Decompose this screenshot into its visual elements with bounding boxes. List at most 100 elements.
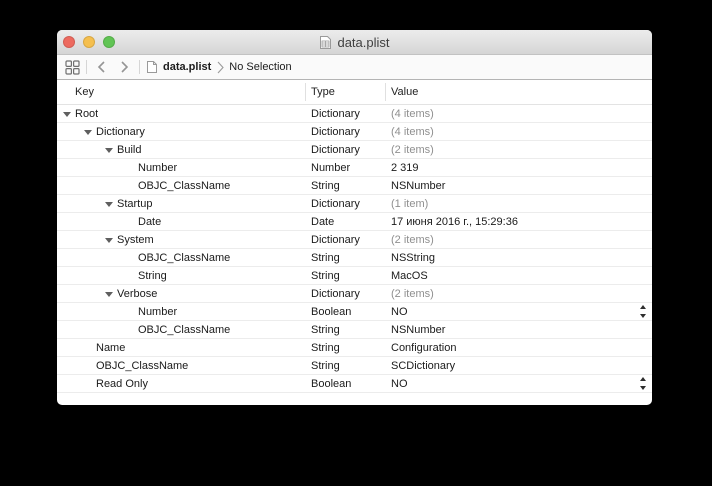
key-cell: Number <box>57 162 177 174</box>
key-cell: OBJC_ClassName <box>57 252 230 264</box>
value-cell[interactable]: MacOS <box>391 269 428 282</box>
type-cell[interactable]: Date <box>311 215 335 228</box>
type-cell[interactable]: Number <box>311 161 351 174</box>
key-cell: Startup <box>57 198 152 210</box>
jump-bar-divider <box>86 60 87 74</box>
type-cell[interactable]: Dictionary <box>311 143 360 156</box>
table-row[interactable]: Build Dictionary (2 items) <box>57 141 652 159</box>
table-row[interactable]: Read Only Boolean NO <box>57 375 652 393</box>
plist-document-icon <box>319 35 332 50</box>
value-cell[interactable]: (1 item) <box>391 197 429 210</box>
close-button[interactable] <box>63 36 75 48</box>
key-cell: Verbose <box>57 288 157 300</box>
table-row[interactable]: String String MacOS <box>57 267 652 285</box>
related-items-icon[interactable] <box>65 59 80 75</box>
table-row[interactable]: Number Number 2 319 <box>57 159 652 177</box>
key-cell: Root <box>57 108 98 120</box>
type-cell[interactable]: Dictionary <box>311 233 360 246</box>
table-row[interactable]: Verbose Dictionary (2 items) <box>57 285 652 303</box>
key-cell: Name <box>57 342 125 354</box>
column-divider[interactable] <box>305 83 306 101</box>
boolean-stepper[interactable] <box>639 305 647 318</box>
column-header-value[interactable]: Value <box>391 86 419 98</box>
table-row[interactable]: OBJC_ClassName String NSNumber <box>57 177 652 195</box>
type-cell[interactable]: Boolean <box>311 305 352 318</box>
type-cell[interactable]: Dictionary <box>311 125 360 138</box>
disclosure-triangle-icon[interactable] <box>105 291 117 297</box>
value-cell[interactable]: (4 items) <box>391 125 434 138</box>
table-row[interactable]: Dictionary Dictionary (4 items) <box>57 123 652 141</box>
type-cell[interactable]: String <box>311 323 340 336</box>
type-cell[interactable]: String <box>311 269 340 282</box>
document-icon <box>146 60 158 74</box>
key-label: Build <box>117 143 142 156</box>
table-row[interactable]: OBJC_ClassName String NSNumber <box>57 321 652 339</box>
key-cell: String <box>57 270 167 282</box>
key-cell: OBJC_ClassName <box>57 324 230 336</box>
minimize-button[interactable] <box>83 36 95 48</box>
key-label: Number <box>138 305 178 318</box>
key-cell: Dictionary <box>57 126 145 138</box>
key-label: Root <box>75 107 99 120</box>
disclosure-triangle-icon[interactable] <box>105 201 117 207</box>
title-bar[interactable]: data.plist <box>57 30 652 55</box>
type-cell[interactable]: String <box>311 251 340 264</box>
key-label: Startup <box>117 197 153 210</box>
key-label: System <box>117 233 154 246</box>
value-cell[interactable]: (2 items) <box>391 143 434 156</box>
key-cell: System <box>57 234 154 246</box>
table-row[interactable]: Name String Configuration <box>57 339 652 357</box>
key-label: String <box>138 269 167 282</box>
type-cell[interactable]: Dictionary <box>311 287 360 300</box>
table-row[interactable]: OBJC_ClassName String NSString <box>57 249 652 267</box>
key-cell: OBJC_ClassName <box>57 360 188 372</box>
column-header-type[interactable]: Type <box>311 86 335 98</box>
value-cell[interactable]: (2 items) <box>391 287 434 300</box>
table-row[interactable]: Date Date 17 июня 2016 г., 15:29:36 <box>57 213 652 231</box>
key-cell: Read Only <box>57 378 148 390</box>
breadcrumb-document[interactable]: data.plist <box>163 61 212 73</box>
table-row[interactable]: Root Dictionary (4 items) <box>57 105 652 123</box>
forward-button[interactable] <box>120 61 129 73</box>
value-cell[interactable]: NSString <box>391 251 436 264</box>
type-cell[interactable]: String <box>311 341 340 354</box>
disclosure-triangle-icon[interactable] <box>84 129 96 135</box>
breadcrumb-chevron-icon <box>217 61 225 74</box>
key-label: Read Only <box>96 377 148 390</box>
value-cell[interactable]: Configuration <box>391 341 457 354</box>
table-row[interactable]: Number Boolean NO <box>57 303 652 321</box>
table-row[interactable]: Startup Dictionary (1 item) <box>57 195 652 213</box>
column-header-key[interactable]: Key <box>75 86 94 98</box>
jump-bar-divider <box>139 60 140 74</box>
table-row[interactable]: System Dictionary (2 items) <box>57 231 652 249</box>
breadcrumb-selection[interactable]: No Selection <box>229 61 292 73</box>
zoom-button[interactable] <box>103 36 115 48</box>
value-cell[interactable]: NSNumber <box>391 323 446 336</box>
type-cell[interactable]: String <box>311 179 340 192</box>
type-cell[interactable]: String <box>311 359 340 372</box>
column-divider[interactable] <box>385 83 386 101</box>
type-cell[interactable]: Dictionary <box>311 107 360 120</box>
boolean-stepper[interactable] <box>639 377 647 390</box>
key-label: OBJC_ClassName <box>138 323 231 336</box>
table-row[interactable]: OBJC_ClassName String SCDictionary <box>57 357 652 375</box>
plist-table-body: Root Dictionary (4 items) Dictionary Diction… <box>57 105 652 393</box>
value-cell[interactable]: 17 июня 2016 г., 15:29:36 <box>391 215 518 228</box>
value-cell[interactable]: 2 319 <box>391 161 419 174</box>
disclosure-triangle-icon[interactable] <box>105 147 117 153</box>
disclosure-triangle-icon[interactable] <box>105 237 117 243</box>
value-cell[interactable]: NO <box>391 305 408 318</box>
value-cell[interactable]: NSNumber <box>391 179 446 192</box>
type-cell[interactable]: Dictionary <box>311 197 360 210</box>
key-label: Verbose <box>117 287 158 300</box>
value-cell[interactable]: SCDictionary <box>391 359 456 372</box>
key-label: Dictionary <box>96 125 145 138</box>
jump-bar: data.plist No Selection <box>57 55 652 80</box>
type-cell[interactable]: Boolean <box>311 377 352 390</box>
traffic-lights <box>63 36 115 48</box>
value-cell[interactable]: (4 items) <box>391 107 434 120</box>
value-cell[interactable]: NO <box>391 377 408 390</box>
back-button[interactable] <box>97 61 106 73</box>
disclosure-triangle-icon[interactable] <box>63 111 75 117</box>
value-cell[interactable]: (2 items) <box>391 233 434 246</box>
